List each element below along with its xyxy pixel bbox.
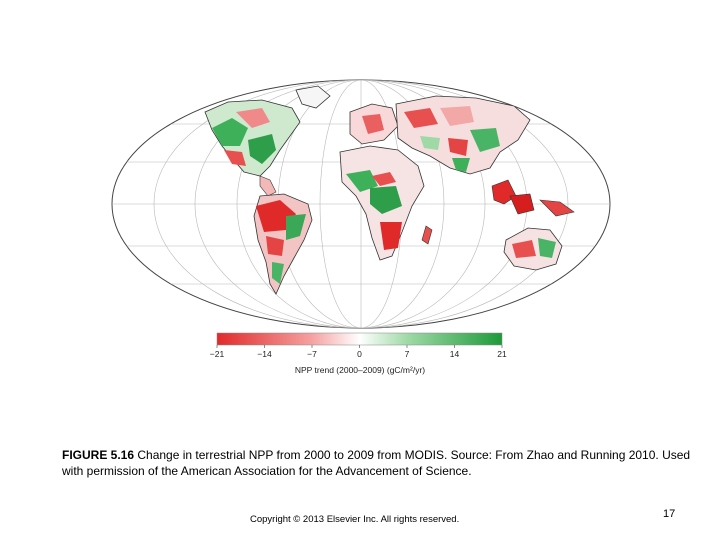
north-america — [204, 99, 301, 197]
copyright-notice: Copyright © 2013 Elsevier Inc. All right… — [250, 514, 460, 525]
caption-text: Change in terrestrial NPP from 2000 to 2… — [62, 448, 691, 478]
colorbar-tick-label: 0 — [357, 349, 362, 359]
colorbar-tick-label: 21 — [497, 349, 507, 359]
continents — [204, 85, 575, 295]
colorbar-tick-label: −21 — [210, 349, 225, 359]
colorbar-tick-label: 14 — [450, 349, 460, 359]
europe — [349, 103, 399, 145]
colorbar-label: NPP trend (2000–2009) (gC/m²/yr) — [295, 365, 425, 375]
figure-caption: FIGURE 5.16 Change in terrestrial NPP fr… — [62, 447, 702, 479]
npp-trend-map-figure: −21 −14 −7 0 7 14 21 NPP trend (2000–2009) (gC… — [111, 79, 611, 375]
south-america — [253, 193, 313, 295]
page-number: 17 — [663, 508, 676, 520]
colorbar-tick-label: −14 — [257, 349, 272, 359]
colorbar: −21 −14 −7 0 7 14 21 NPP trend (2000–2009) (gC… — [210, 332, 507, 375]
southeast-asia — [491, 179, 575, 217]
caption-prefix: FIGURE 5.16 — [62, 448, 135, 462]
greenland — [295, 85, 331, 109]
colorbar-tick-label: 7 — [405, 349, 410, 359]
colorbar-gradient — [216, 332, 503, 346]
africa — [339, 145, 433, 261]
colorbar-tick-label: −7 — [307, 349, 317, 359]
colorbar-ticks: −21 −14 −7 0 7 14 21 — [210, 345, 507, 359]
asia — [395, 95, 531, 175]
australia — [503, 227, 563, 271]
